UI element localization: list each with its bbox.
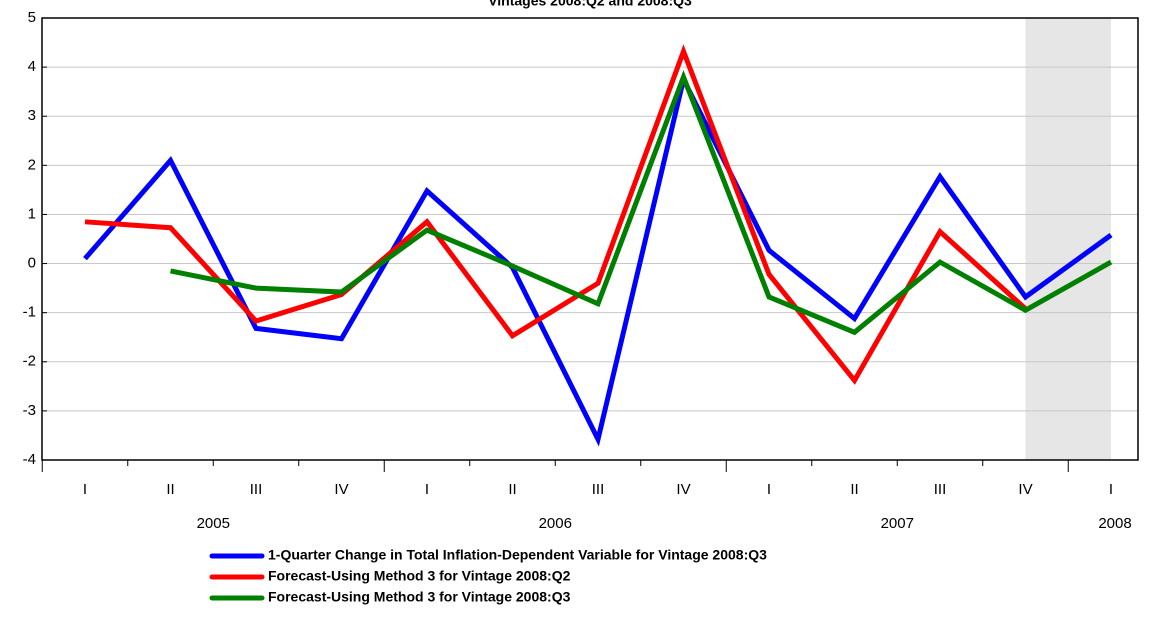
x-tick-label: IV: [676, 481, 690, 498]
y-tick-label: 0: [28, 255, 36, 272]
y-tick-label: -3: [23, 402, 36, 419]
x-tick-label: III: [592, 481, 605, 498]
x-tick-label: IV: [334, 481, 348, 498]
series-line: [170, 69, 1113, 336]
x-tick-label: I: [767, 481, 771, 498]
x-group-label: 2005: [197, 515, 230, 532]
y-tick-label: 1: [28, 205, 36, 222]
y-tick-label: -1: [23, 304, 36, 321]
x-tick-label: IV: [1018, 481, 1032, 498]
chart-title: Vintages 2008:Q2 and 2008:Q3: [488, 0, 692, 9]
legend-label: Forecast-Using Method 3 for Vintage 2008…: [268, 568, 571, 584]
x-tick-label: III: [934, 481, 947, 498]
x-tick-label: I: [1109, 481, 1113, 498]
series-line: [84, 44, 1028, 385]
shaded-region: [1025, 18, 1111, 460]
legend: 1-Quarter Change in Total Inflation-Depe…: [209, 547, 767, 605]
x-tick-label: III: [250, 481, 263, 498]
legend-label: Forecast-Using Method 3 for Vintage 2008…: [268, 589, 571, 605]
y-tick-label: 5: [28, 9, 36, 26]
y-tick-label: 4: [28, 58, 36, 75]
x-group-label: 2006: [539, 515, 572, 532]
x-tick-label: II: [166, 481, 174, 498]
y-tick-label: -4: [23, 451, 36, 468]
x-group-label: 2008: [1098, 515, 1131, 532]
y-tick-label: 3: [28, 107, 36, 124]
x-tick-label: I: [425, 481, 429, 498]
plot-frame: [41, 17, 1139, 461]
y-tick-label: 2: [28, 156, 36, 173]
x-tick-label: I: [83, 481, 87, 498]
x-group-label: 2007: [881, 515, 914, 532]
series-line: [83, 72, 1113, 447]
x-tick-label: II: [850, 481, 858, 498]
y-tick-label: -2: [23, 353, 36, 370]
x-tick-label: II: [508, 481, 516, 498]
legend-label: 1-Quarter Change in Total Inflation-Depe…: [268, 547, 767, 563]
